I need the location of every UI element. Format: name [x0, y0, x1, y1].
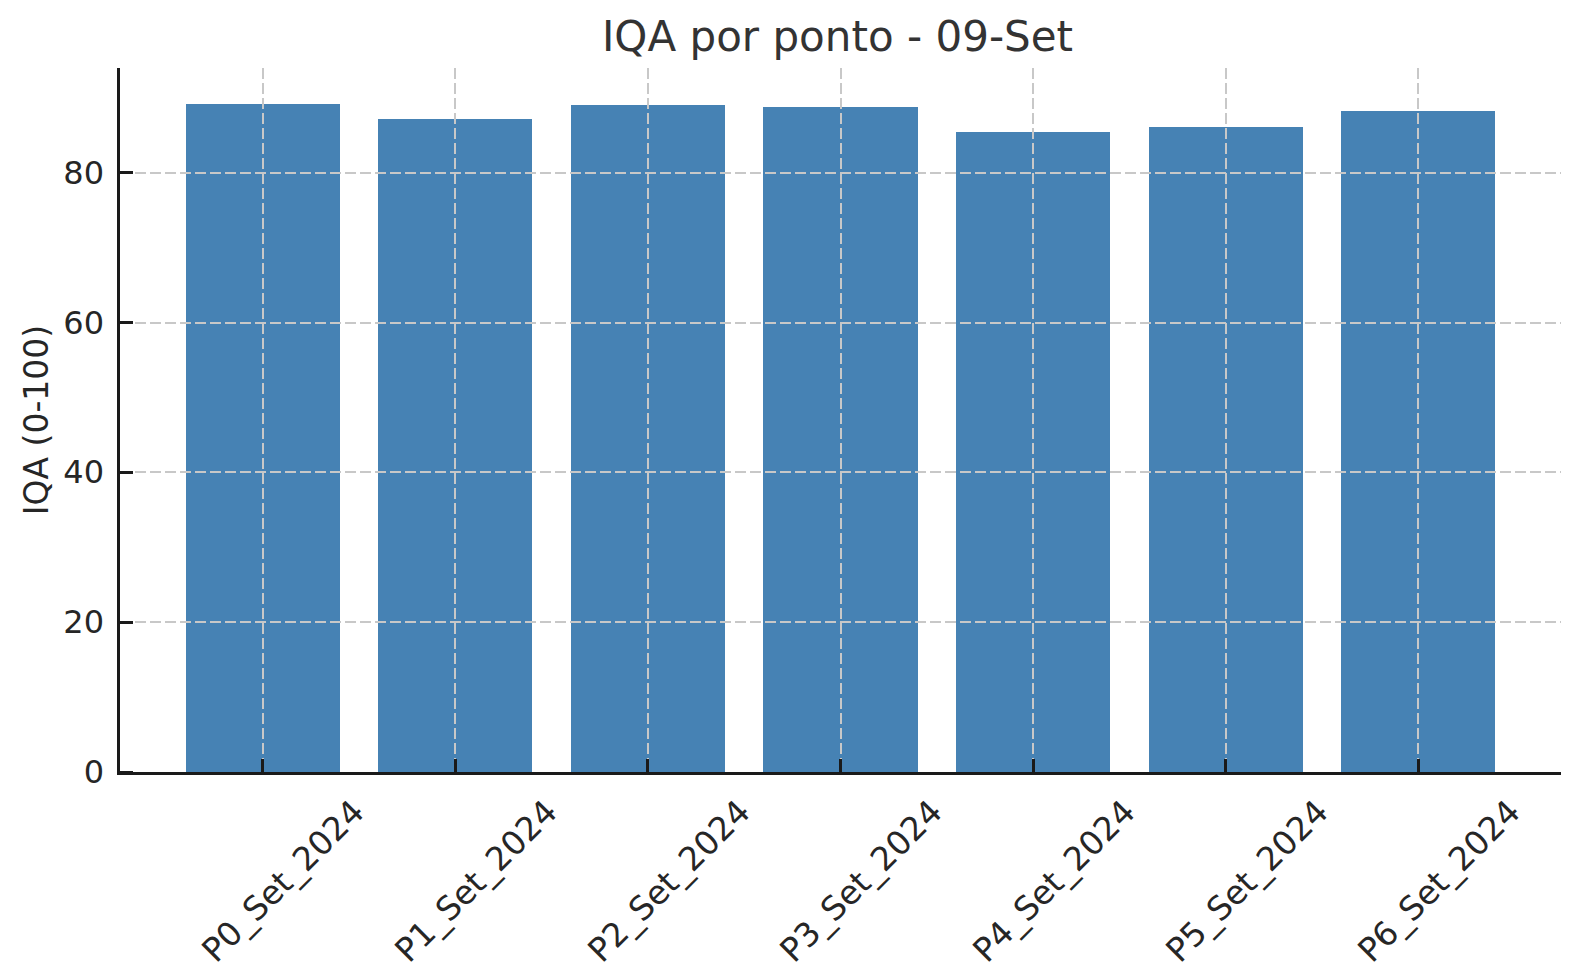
x-tick-mark	[646, 759, 649, 772]
y-tick-label: 80	[63, 155, 104, 191]
y-tick-label: 20	[63, 604, 104, 640]
x-tick-mark	[1224, 759, 1227, 772]
x-tick-label: P2_Set_2024	[580, 792, 758, 970]
chart-figure: IQA por ponto - 09-Set IQA (0-100) 0 20 40…	[0, 0, 1580, 980]
x-tick-mark	[454, 759, 457, 772]
x-tick-label: P6_Set_2024	[1350, 792, 1528, 970]
v-gridline	[840, 68, 842, 772]
v-gridline	[1225, 68, 1227, 772]
y-tick-mark	[120, 321, 133, 324]
x-tick-label: P3_Set_2024	[773, 792, 951, 970]
chart-title: IQA por ponto - 09-Set	[117, 14, 1558, 60]
y-tick-label: 0	[84, 754, 104, 790]
y-tick-mark	[120, 471, 133, 474]
y-tick-mark	[120, 171, 133, 174]
y-tick-mark	[120, 621, 133, 624]
v-gridline	[454, 68, 456, 772]
x-tick-mark	[1032, 759, 1035, 772]
v-gridline	[647, 68, 649, 772]
x-tick-label: P0_Set_2024	[195, 792, 373, 970]
v-gridline	[262, 68, 264, 772]
x-tick-mark	[1417, 759, 1420, 772]
x-tick-label: P5_Set_2024	[1158, 792, 1336, 970]
x-tick-mark	[261, 759, 264, 772]
v-gridline	[1032, 68, 1034, 772]
x-tick-label: P1_Set_2024	[387, 792, 565, 970]
y-axis-label: IQA (0-100)	[17, 325, 56, 515]
x-tick-mark	[839, 759, 842, 772]
y-tick-label: 60	[63, 305, 104, 341]
y-tick-mark	[120, 771, 133, 774]
v-gridline	[1417, 68, 1419, 772]
plot-area	[117, 68, 1561, 775]
y-tick-label: 40	[63, 454, 104, 490]
x-tick-label: P4_Set_2024	[965, 792, 1143, 970]
